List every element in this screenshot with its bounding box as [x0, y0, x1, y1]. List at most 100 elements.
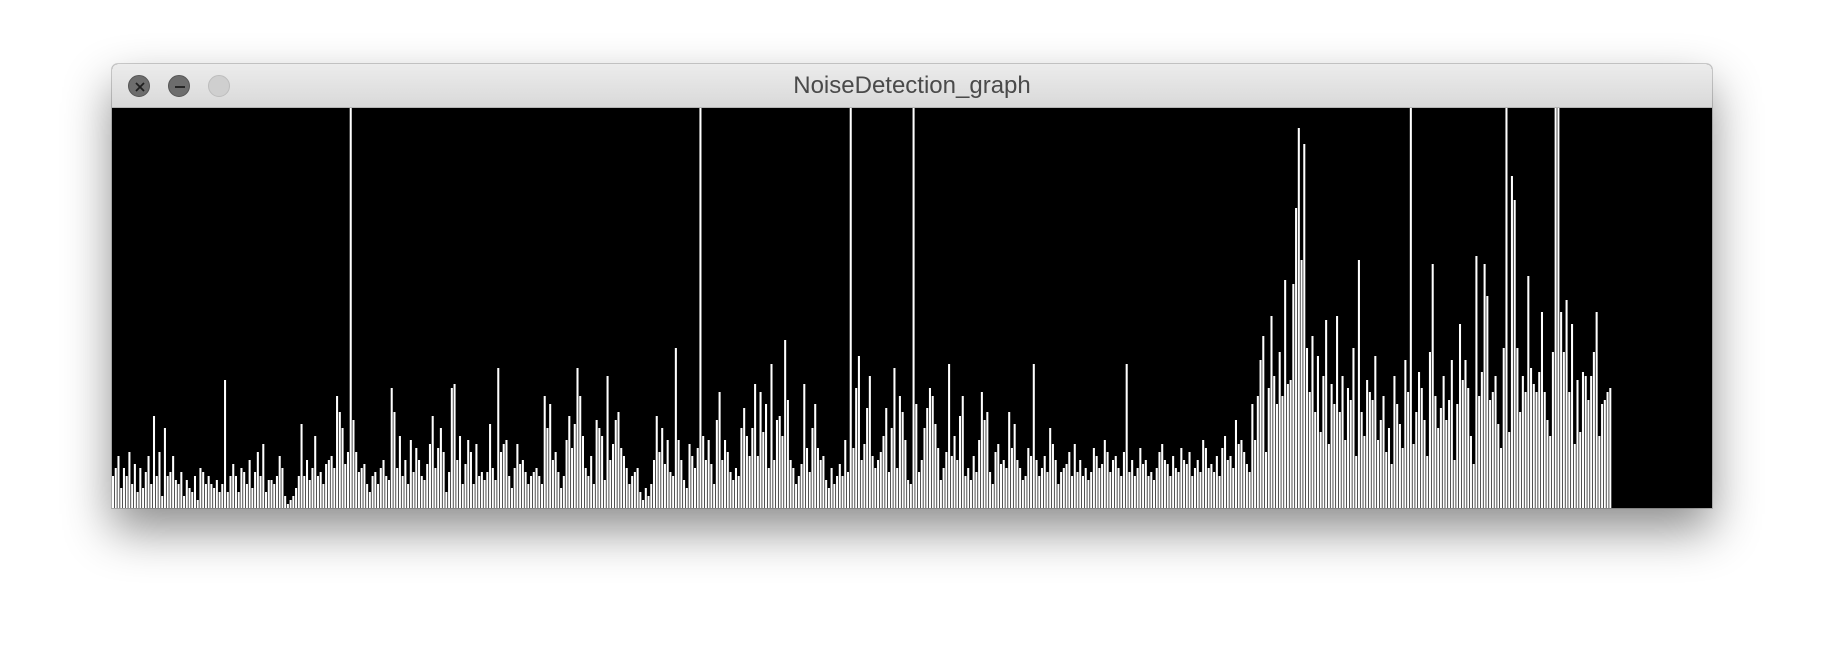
noise-bar — [1374, 356, 1377, 508]
noise-bar — [934, 424, 937, 508]
noise-bar — [499, 452, 503, 508]
noise-bar — [778, 416, 781, 508]
noise-bar — [983, 420, 986, 508]
noise-bar — [300, 424, 303, 508]
noise-bar — [789, 460, 792, 508]
noise-bar — [1090, 472, 1093, 508]
noise-bar — [333, 468, 336, 508]
noise-bar — [636, 468, 639, 508]
noise-bar — [1008, 412, 1011, 508]
title-bar[interactable]: NoiseDetection_graph — [112, 64, 1712, 108]
noise-bar — [489, 424, 492, 508]
noise-bar — [1576, 380, 1579, 508]
noise-bar — [770, 364, 773, 508]
noise-bar — [379, 468, 382, 508]
noise-bar — [803, 384, 806, 508]
close-button[interactable] — [128, 75, 150, 97]
noise-bar — [363, 464, 366, 508]
noise-bar — [795, 484, 798, 508]
noise-bar — [844, 440, 847, 508]
noise-bar — [1319, 432, 1322, 508]
noise-bar — [1510, 176, 1513, 508]
noise-bar — [1125, 364, 1128, 508]
noise-bar — [368, 492, 371, 508]
noise-bar — [1204, 448, 1207, 508]
noise-bar — [1062, 468, 1065, 508]
noise-bar — [683, 480, 686, 508]
noise-bar — [1344, 440, 1347, 508]
noise-bar — [1120, 476, 1123, 508]
noise-bar — [628, 484, 631, 508]
noise-bar — [311, 468, 314, 508]
noise-bar — [183, 496, 186, 508]
noise-bar — [478, 476, 481, 508]
noise-bar — [251, 488, 254, 508]
noise-bar — [576, 368, 579, 508]
noise-bar — [188, 488, 191, 508]
noise-bar — [1314, 412, 1317, 508]
noise-bar — [1177, 472, 1180, 508]
noise-bar — [224, 380, 227, 508]
noise-bar — [718, 392, 721, 508]
noise-bar — [838, 464, 841, 508]
noise-bar — [1305, 348, 1309, 508]
noise-bar — [620, 448, 623, 508]
noise-bar — [295, 488, 298, 508]
noise-bar — [292, 496, 295, 508]
noise-bar — [1243, 452, 1246, 508]
noise-bar — [281, 468, 284, 508]
noise-bar — [210, 484, 213, 508]
noise-bar — [1592, 352, 1595, 508]
noise-bar — [494, 480, 497, 508]
noise-bar — [163, 428, 166, 508]
noise-bar — [874, 468, 877, 508]
noise-bar — [693, 468, 697, 508]
noise-bar — [819, 460, 822, 508]
noise-bar — [1054, 460, 1057, 508]
noise-bar — [338, 412, 341, 508]
noise-bar — [713, 484, 716, 508]
noise-bar — [980, 392, 983, 508]
noise-bar — [904, 440, 907, 508]
noise-bar — [792, 468, 795, 508]
noise-bar — [658, 452, 661, 508]
noise-bar — [691, 456, 694, 508]
minimize-button[interactable] — [168, 75, 190, 97]
noise-bar — [1598, 436, 1601, 508]
noise-bar — [702, 436, 705, 508]
noise-bar — [385, 476, 388, 508]
noise-bar — [622, 456, 625, 508]
noise-bar — [196, 500, 199, 508]
noise-bar — [336, 396, 339, 508]
noise-bar — [1554, 108, 1557, 508]
noise-bar — [898, 396, 901, 508]
noise-bar — [535, 468, 538, 508]
noise-bar — [606, 376, 609, 508]
noise-bar — [732, 480, 735, 508]
noise-bar — [1499, 448, 1503, 508]
noise-bar — [1295, 208, 1298, 508]
noise-bar — [1172, 456, 1175, 508]
noise-bar — [1010, 448, 1013, 508]
noise-bar — [538, 476, 541, 508]
noise-bar — [920, 460, 923, 508]
noise-bar — [1071, 476, 1074, 508]
noise-bar — [1046, 472, 1049, 508]
zoom-button[interactable] — [208, 75, 230, 97]
noise-bar — [1079, 460, 1082, 508]
noise-bar — [1188, 452, 1191, 508]
noise-bar — [1530, 368, 1533, 508]
noise-bar — [868, 376, 871, 508]
noise-bar — [994, 452, 997, 508]
noise-bar — [866, 408, 869, 508]
noise-bar — [434, 468, 437, 508]
noise-bar — [1426, 456, 1429, 508]
noise-bar — [612, 444, 615, 508]
noise-bar — [1527, 276, 1530, 508]
noise-bar — [1519, 412, 1522, 508]
noise-bar — [726, 452, 729, 508]
noise-bar — [1281, 396, 1284, 508]
noise-bar — [1590, 376, 1593, 508]
noise-bar — [710, 464, 713, 508]
noise-bar — [185, 480, 188, 508]
